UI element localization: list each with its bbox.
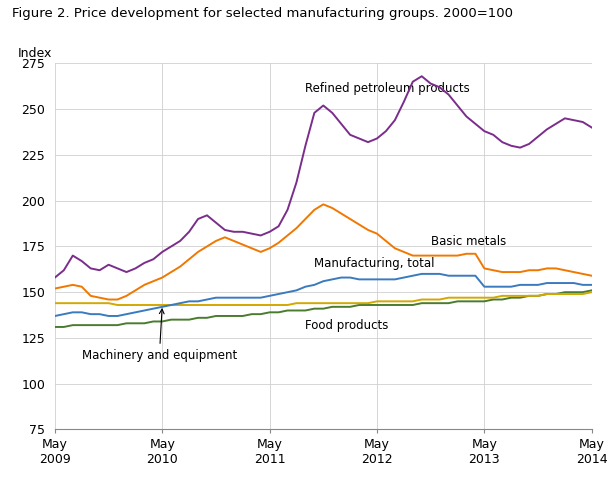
Text: Figure 2. Price development for selected manufacturing groups. 2000=100: Figure 2. Price development for selected… [12,7,513,20]
Text: Food products: Food products [306,320,389,332]
Text: Index: Index [17,47,52,60]
Text: Manufacturing, total: Manufacturing, total [314,257,435,270]
Text: Refined petroleum products: Refined petroleum products [306,81,470,95]
Text: Machinery and equipment: Machinery and equipment [82,309,237,362]
Text: Basic metals: Basic metals [431,235,506,248]
